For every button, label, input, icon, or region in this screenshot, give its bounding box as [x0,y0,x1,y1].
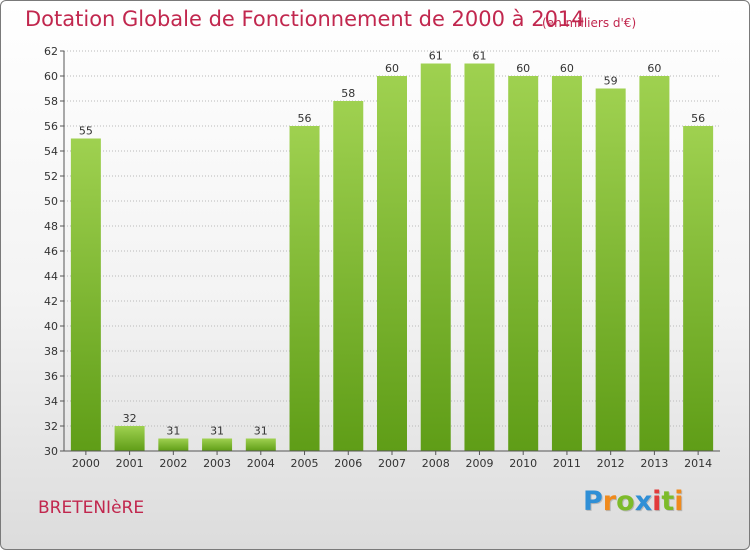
logo-letter: P [583,486,603,517]
bar-value-label: 60 [647,62,661,75]
bar-value-label: 55 [79,125,93,138]
bar-value-label: 31 [254,425,268,438]
bar-2006 [333,101,364,451]
y-tick-label: 48 [44,220,58,233]
logo-letter: o [616,486,635,517]
bar-2010 [508,76,539,451]
bar-2013 [639,76,670,451]
y-tick-label: 36 [44,370,58,383]
logo-letter: t [661,486,675,517]
x-tick-label: 2010 [509,457,537,470]
bar-2005 [289,126,320,451]
bar-2009 [464,63,495,451]
y-tick-label: 46 [44,245,58,258]
x-tick-label: 2009 [465,457,493,470]
x-tick-label: 2000 [72,457,100,470]
x-tick-label: 2004 [247,457,275,470]
y-tick-label: 50 [44,195,58,208]
bar-2004 [245,438,276,451]
bar-value-label: 58 [341,87,355,100]
bar-value-label: 61 [429,50,443,63]
x-tick-label: 2012 [597,457,625,470]
y-tick-label: 44 [44,270,58,283]
bar-value-label: 59 [604,75,618,88]
y-tick-label: 34 [44,395,58,408]
bar-value-label: 61 [472,50,486,63]
x-tick-label: 2002 [159,457,187,470]
logo-letter: i [652,486,662,517]
bar-value-label: 60 [385,62,399,75]
proxiti-logo: Proxiti [583,486,684,517]
x-tick-label: 2006 [334,457,362,470]
x-tick-label: 2014 [684,457,712,470]
bar-value-label: 56 [298,112,312,125]
bar-2001 [114,426,145,451]
y-tick-label: 30 [44,445,58,458]
y-tick-label: 62 [44,45,58,58]
y-tick-label: 60 [44,70,58,83]
y-tick-label: 56 [44,120,58,133]
x-tick-label: 2011 [553,457,581,470]
bar-2003 [202,438,233,451]
commune-name: BRETENIèRE [38,498,145,518]
bar-2007 [377,76,407,451]
y-tick-label: 52 [44,170,58,183]
axis-layer: 30 32 34 36 38 40 42 44 46 48 50 52 54 56 58 60 62 2000 20… [44,45,720,470]
x-tick-label: 2008 [422,457,450,470]
bar-value-label: 56 [691,112,705,125]
bar-value-label: 31 [166,425,180,438]
logo-letter: x [634,486,653,517]
bar-2002 [158,438,189,451]
bar-2000 [70,138,101,451]
y-tick-label: 58 [44,95,58,108]
y-tick-label: 42 [44,295,58,308]
labels-layer: 55 32 31 31 31 56 58 60 61 61 60 60 59 60 56 [79,50,705,438]
y-tick-label: 54 [44,145,58,158]
logo-letter: r [602,486,617,517]
bar-2014 [683,126,714,451]
y-tick-label: 40 [44,320,58,333]
bar-2012 [595,88,626,451]
bar-value-label: 60 [560,62,574,75]
logo-letter: i [674,486,684,517]
chart-title: Dotation Globale de Fonctionnement de 20… [25,7,585,31]
x-tick-label: 2001 [116,457,144,470]
bar-2008 [420,63,451,451]
bar-value-label: 31 [210,425,224,438]
chart-units: (en milliers d'€) [542,16,637,30]
x-tick-label: 2003 [203,457,231,470]
bar-value-label: 60 [516,62,530,75]
bars-layer [70,63,714,451]
x-tick-label: 2005 [291,457,319,470]
y-tick-label: 32 [44,420,58,433]
x-tick-label: 2007 [378,457,406,470]
x-tick-label: 2013 [640,457,668,470]
bar-value-label: 32 [123,412,137,425]
bar-2011 [551,76,582,451]
y-tick-label: 38 [44,345,58,358]
